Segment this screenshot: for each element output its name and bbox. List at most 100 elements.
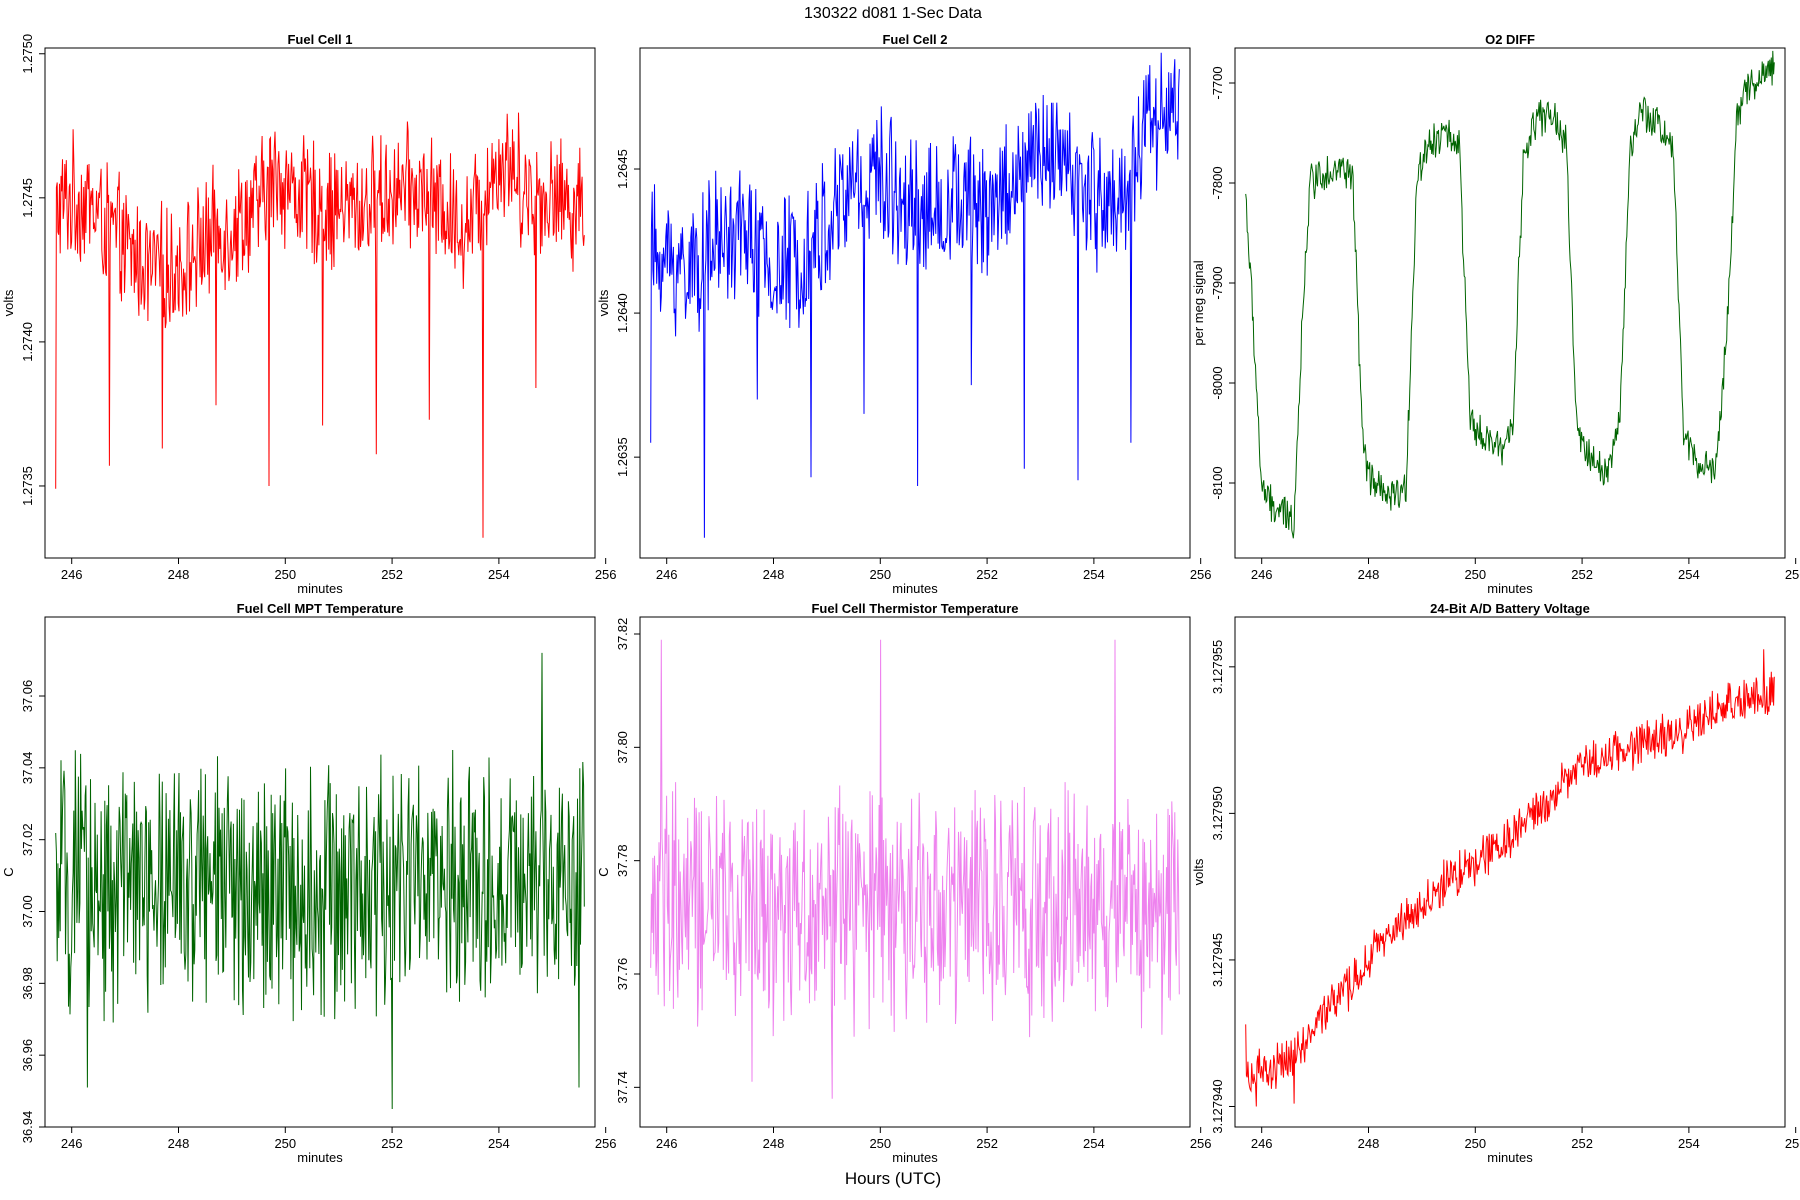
x-tick-label: 252 [381,567,403,582]
y-tick-label: 36.94 [20,1111,35,1144]
chart-panel-5: Fuel Cell Thermistor Temperature 246 248 25… [596,601,1212,1165]
plot-frame [1234,616,1786,1128]
x-tick-label: 254 [1083,567,1105,582]
x-tick-label: 250 [1464,567,1486,582]
plot-frame [44,616,596,1128]
x-tick-label: 252 [381,1136,403,1151]
y-tick-label: -7800 [1210,166,1225,199]
x-tick-label: 256 [1190,1136,1212,1151]
x-tick-label: 252 [1571,567,1593,582]
x-axis-label: minutes [892,581,938,596]
x-axis-label: minutes [297,1150,343,1165]
y-axis-label: C [596,867,611,876]
panel-title: Fuel Cell MPT Temperature [237,601,404,616]
x-tick-label: 252 [976,1136,998,1151]
x-tick-label: 250 [274,1136,296,1151]
chart-panel-3: O2 DIFF 246 248 250 252 254 256 -8100 -8000 -7900… [1191,32,1800,596]
data-series-line [650,52,1180,538]
y-axis-label: per meg signal [1191,260,1206,345]
x-tick-label: 256 [595,1136,617,1151]
x-axis-label: minutes [1487,581,1533,596]
x-tick-label: 246 [1251,567,1273,582]
figure-title: 130322 d081 1-Sec Data [804,5,982,22]
y-tick-label: -7900 [1210,266,1225,299]
chart-panel-6: 24-Bit A/D Battery Voltage 246 248 250 252 25… [1191,601,1800,1165]
panel-title: Fuel Cell 1 [287,32,352,47]
y-tick-label: 37.06 [20,680,35,713]
x-tick-label: 256 [1190,567,1212,582]
x-tick-label: 252 [976,567,998,582]
x-tick-label: 250 [274,567,296,582]
y-tick-label: 37.80 [615,731,630,764]
y-tick-label: 1.2740 [20,322,35,362]
x-tick-label: 248 [168,567,190,582]
panel-title: Fuel Cell Thermistor Temperature [811,601,1018,616]
panels-grid: Fuel Cell 1 246 248 250 252 254 256 1.2735 1.274… [1,32,1800,1165]
y-tick-label: 36.98 [20,967,35,1000]
x-tick-label: 254 [488,567,510,582]
panel-title: Fuel Cell 2 [882,32,947,47]
y-axis-label: C [1,867,16,876]
plot-frame [1234,47,1786,559]
plot-frame [639,47,1191,559]
chart-panel-1: Fuel Cell 1 246 248 250 252 254 256 1.2735 1.274… [1,32,617,596]
data-series-line [55,652,585,1110]
y-tick-label: -7700 [1210,66,1225,99]
x-tick-label: 246 [61,567,83,582]
y-tick-label: 1.2635 [615,437,630,477]
y-tick-label: 37.82 [615,618,630,651]
data-series-line [650,639,1180,1099]
x-tick-label: 248 [168,1136,190,1151]
x-tick-label: 254 [1083,1136,1105,1151]
x-tick-label: 256 [1785,1136,1800,1151]
figure-footer-label: Hours (UTC) [845,1169,941,1188]
y-tick-label: 1.2645 [615,149,630,189]
x-axis-label: minutes [892,1150,938,1165]
y-tick-label: -8000 [1210,366,1225,399]
x-tick-label: 254 [488,1136,510,1151]
y-tick-label: 1.2640 [615,293,630,333]
x-tick-label: 246 [656,1136,678,1151]
y-tick-label: 37.00 [20,895,35,928]
y-tick-label: 37.02 [20,823,35,856]
x-axis-label: minutes [1487,1150,1533,1165]
y-axis-label: volts [1,289,16,316]
chart-panel-2: Fuel Cell 2 246 248 250 252 254 256 1.2635 1.264… [596,32,1212,596]
y-axis-label: volts [596,289,611,316]
x-tick-label: 246 [1251,1136,1273,1151]
panel-title: 24-Bit A/D Battery Voltage [1430,601,1590,616]
x-tick-label: 250 [1464,1136,1486,1151]
x-tick-label: 248 [763,567,785,582]
y-tick-label: 3.127940 [1210,1079,1225,1133]
x-tick-label: 248 [1358,1136,1380,1151]
y-tick-label: 1.2735 [20,466,35,506]
y-tick-label: 1.2745 [20,178,35,218]
y-tick-label: -8100 [1210,466,1225,499]
y-tick-label: 36.96 [20,1039,35,1072]
y-tick-label: 3.127945 [1210,933,1225,987]
x-tick-label: 256 [1785,567,1800,582]
y-tick-label: 3.127955 [1210,640,1225,694]
data-series-line [1245,649,1775,1107]
data-series-line [55,112,585,538]
x-axis-label: minutes [297,581,343,596]
y-tick-label: 3.127950 [1210,786,1225,840]
x-tick-label: 254 [1678,1136,1700,1151]
y-tick-label: 37.74 [615,1071,630,1104]
x-tick-label: 256 [595,567,617,582]
x-tick-label: 250 [869,567,891,582]
y-axis-label: volts [1191,858,1206,885]
y-tick-label: 1.2750 [20,34,35,74]
plot-frame [639,616,1191,1128]
x-tick-label: 246 [656,567,678,582]
chart-panel-4: Fuel Cell MPT Temperature 246 248 250 252 254… [1,601,617,1165]
panel-title: O2 DIFF [1485,32,1535,47]
x-tick-label: 248 [763,1136,785,1151]
y-tick-label: 37.76 [615,958,630,991]
x-tick-label: 254 [1678,567,1700,582]
data-series-line [1245,50,1775,539]
x-tick-label: 248 [1358,567,1380,582]
plot-frame [44,47,596,559]
y-tick-label: 37.04 [20,752,35,785]
